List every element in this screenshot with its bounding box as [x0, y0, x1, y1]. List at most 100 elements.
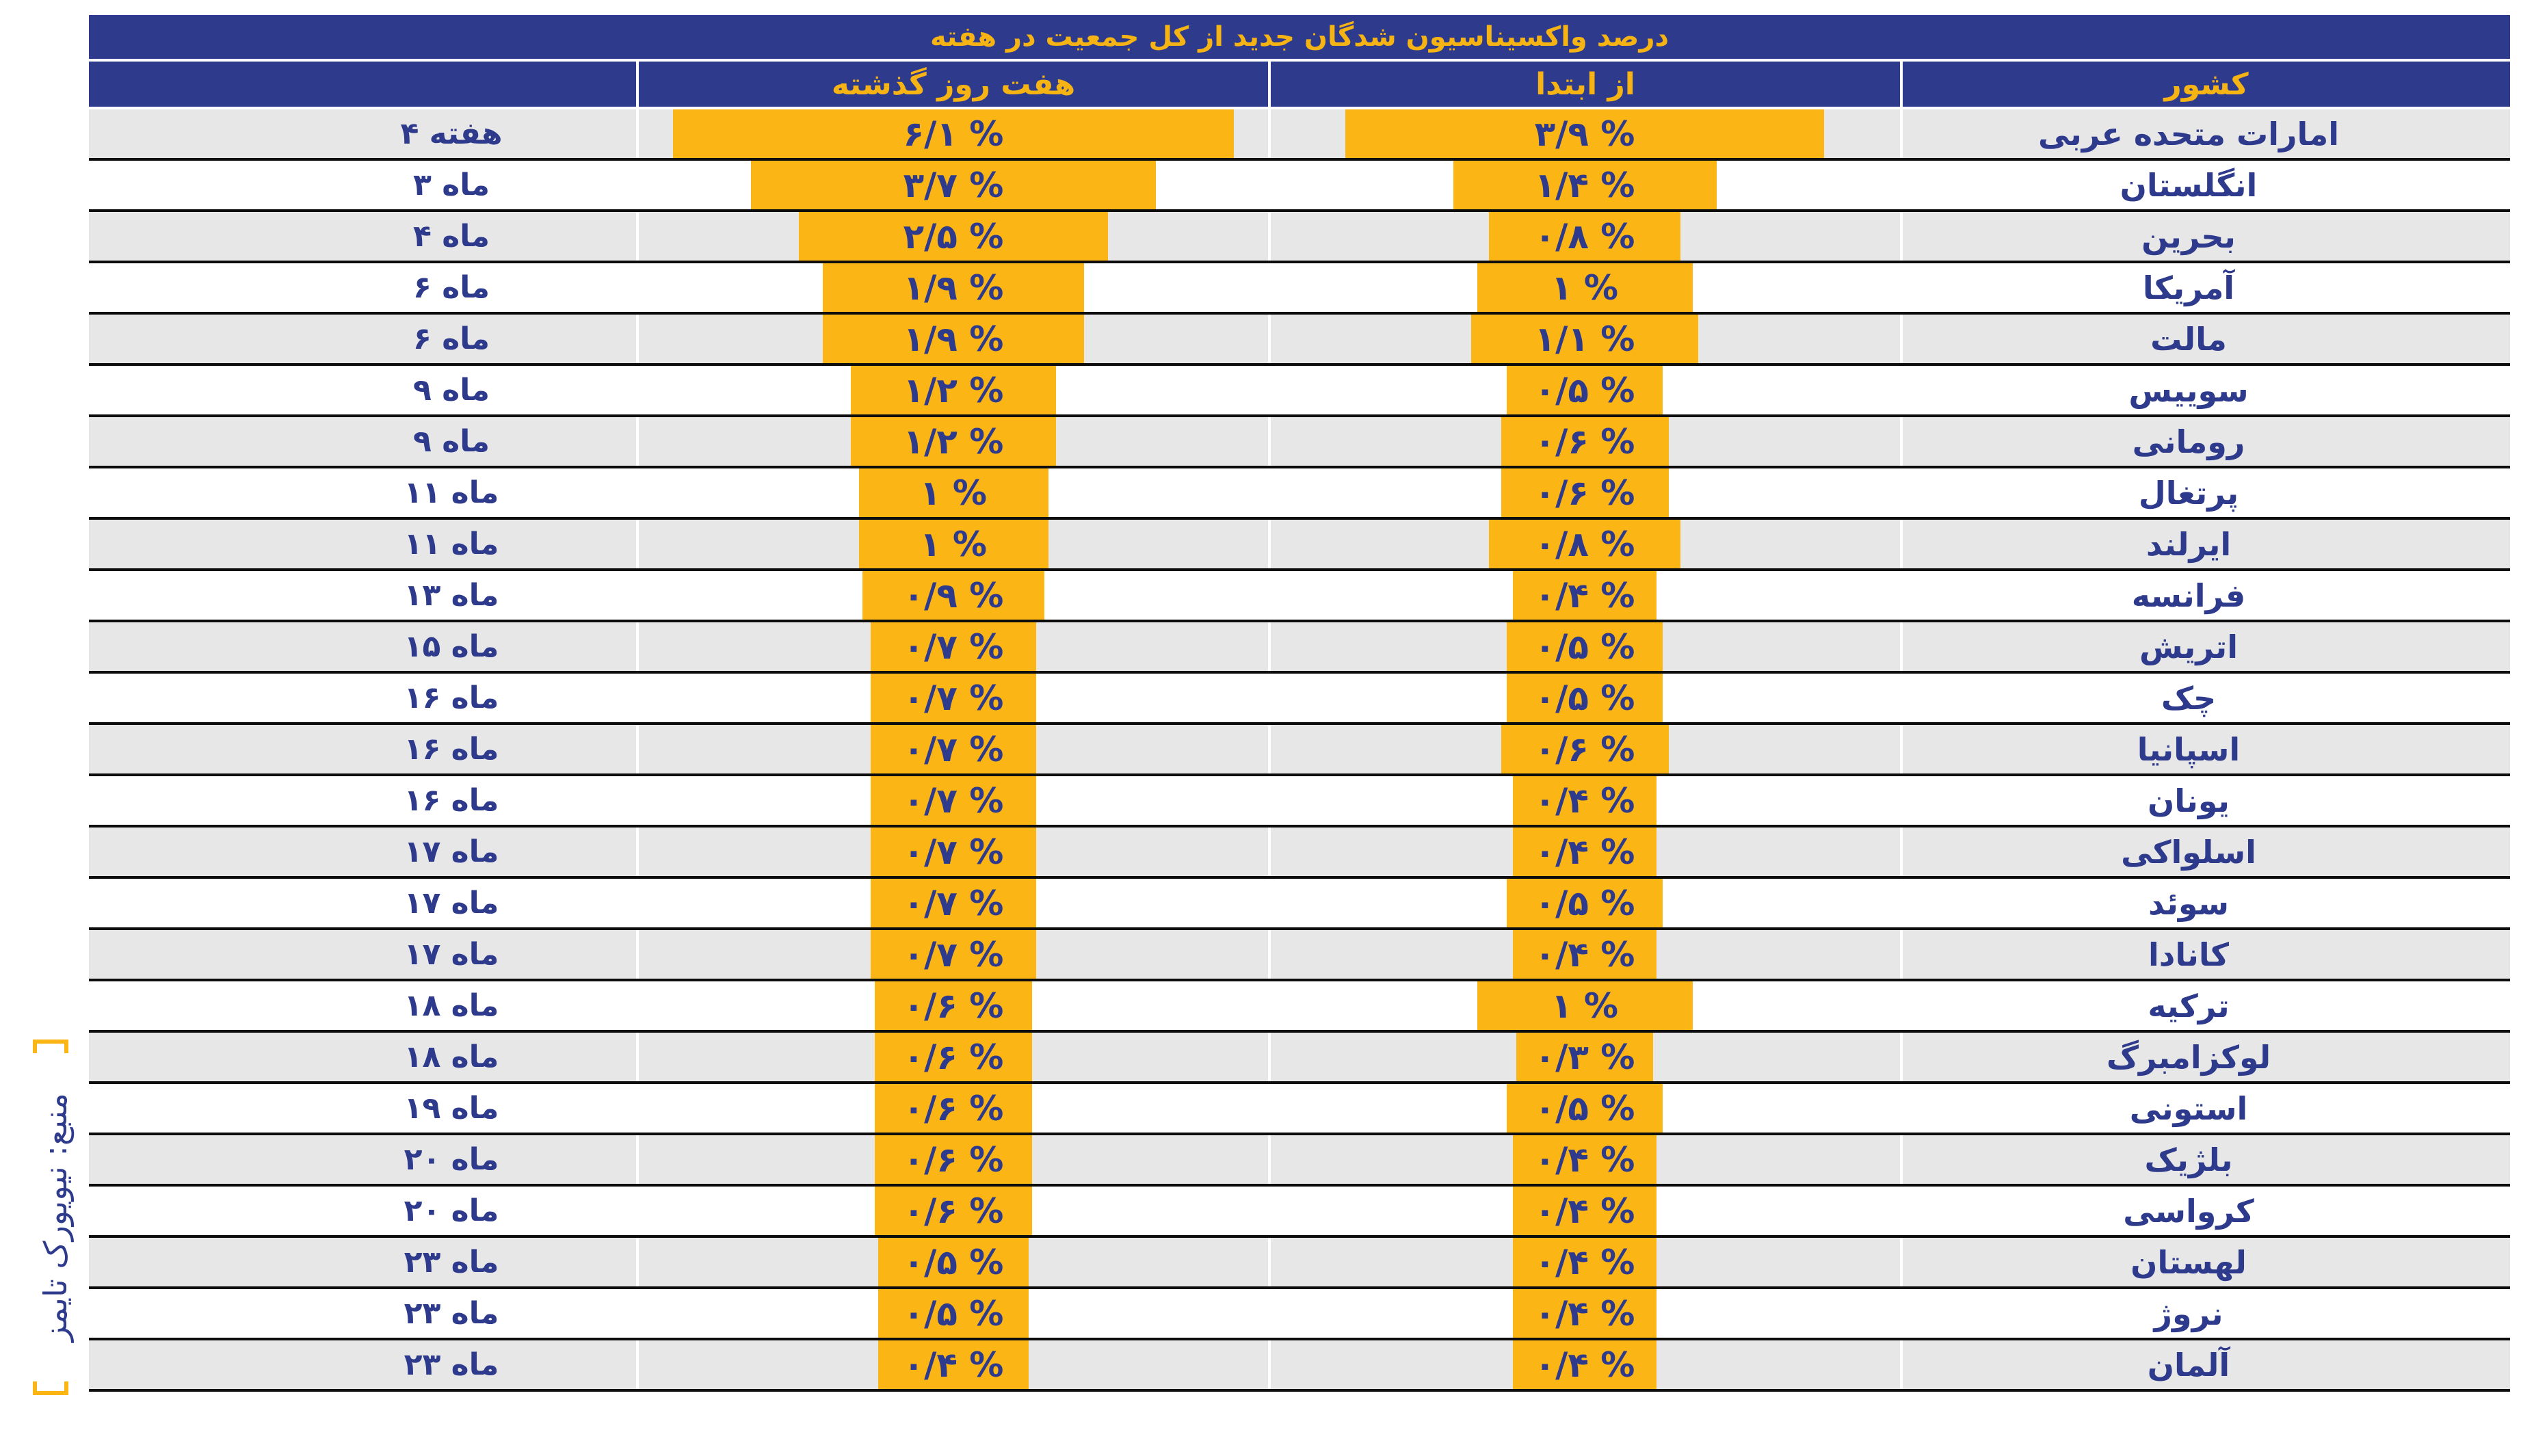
country-name: اسپانیا [2137, 730, 2241, 768]
column-separator [636, 468, 639, 517]
last7-label: ۰/۹ % [903, 575, 1004, 616]
country-name: مالت [2150, 320, 2227, 358]
table-row: ۰/۹ % ۰/۴ % فرانسه ۱۳ ماه [89, 571, 2510, 622]
country-name: سوییس [2128, 371, 2249, 409]
table-row: ۰/۷ % ۰/۴ % کانادا ۱۷ ماه [89, 930, 2510, 981]
column-separator [1900, 1187, 1903, 1235]
since-start-label: ۰/۵ % [1534, 678, 1635, 718]
duration-label: ۱۵ ماه [404, 629, 499, 664]
duration-label: ۶ ماه [413, 321, 490, 356]
duration-label: ۳ ماه [413, 168, 490, 202]
column-separator [1268, 776, 1271, 825]
last7-bar [871, 674, 1036, 722]
table-row: ۰/۵ % ۰/۴ % نروژ ۲۳ ماه [89, 1289, 2510, 1340]
since-start-bar [1513, 1187, 1657, 1235]
last7-bar [871, 879, 1036, 927]
last7-bar [858, 520, 1048, 568]
since-start-label: ۰/۴ % [1534, 575, 1635, 616]
column-separator [1268, 981, 1271, 1030]
table-title: درصد واکسیناسیون شدگان جدید از کل جمعیت … [89, 15, 2510, 59]
column-separator [1268, 1289, 1271, 1338]
since-start-label: ۰/۳ % [1534, 1037, 1635, 1077]
column-separator [1900, 1238, 1903, 1286]
table-row: ۰/۴ % ۰/۴ % آلمان ۲۳ ماه [89, 1340, 2510, 1392]
country-name: ایرلند [2146, 525, 2232, 563]
column-separator [636, 930, 639, 979]
since-start-bar [1501, 417, 1669, 466]
column-separator [1268, 879, 1271, 927]
last7-label: ۰/۷ % [903, 678, 1004, 718]
last7-bar [862, 571, 1044, 620]
last7-label: ۱ % [919, 524, 988, 564]
column-separator [1268, 674, 1271, 722]
country-name: فرانسه [2131, 577, 2246, 614]
duration-label: ۲۰ ماه [404, 1193, 499, 1228]
duration-label: ۱۹ ماه [404, 1091, 499, 1126]
column-separator [1268, 1135, 1271, 1184]
country-name: لوکزامبرگ [2106, 1038, 2271, 1076]
country-name: اتریش [2139, 628, 2238, 665]
last7-bar [871, 725, 1036, 773]
duration-label: ۹ ماه [413, 424, 490, 459]
column-separator [1268, 212, 1271, 261]
column-separator [1900, 776, 1903, 825]
column-separator [636, 1084, 639, 1133]
last7-bar [874, 1033, 1033, 1081]
last7-bar [878, 1238, 1029, 1286]
column-separator [1268, 622, 1271, 671]
column-separator [636, 776, 639, 825]
last7-label: ۰/۶ % [903, 1191, 1004, 1231]
country-name: انگلستان [2120, 166, 2258, 204]
column-separator [1268, 315, 1271, 363]
since-start-bar [1513, 1340, 1657, 1389]
country-name: استونی [2129, 1089, 2248, 1127]
table-row: ۰/۶ % ۰/۵ % استونی ۱۹ ماه [89, 1084, 2510, 1135]
since-start-bar [1513, 930, 1657, 979]
country-name: آمریکا [2142, 269, 2235, 306]
bracket-bottom [33, 1381, 68, 1395]
column-separator [1900, 930, 1903, 979]
last7-bar [871, 828, 1036, 876]
last7-label: ۰/۴ % [903, 1345, 1004, 1385]
column-separator [1900, 828, 1903, 876]
column-separator [1268, 161, 1271, 209]
last7-bar [878, 1289, 1029, 1338]
column-separator [1900, 161, 1903, 209]
last7-label: ۰/۷ % [903, 934, 1004, 975]
last7-bar [850, 366, 1057, 414]
table-row: ۰/۵ % ۰/۴ % لهستان ۲۳ ماه [89, 1238, 2510, 1289]
since-start-bar [1489, 520, 1680, 568]
column-separator [636, 828, 639, 876]
since-start-bar [1507, 622, 1663, 671]
header-duration [89, 62, 636, 107]
column-separator [1268, 571, 1271, 620]
column-separator [1268, 417, 1271, 466]
table-row: ۱ % ۰/۶ % پرتغال ۱۱ ماه [89, 468, 2510, 520]
duration-label: ۱۷ ماه [404, 886, 499, 921]
table-row: ۰/۷ % ۰/۶ % اسپانیا ۱۶ ماه [89, 725, 2510, 776]
duration-label: ۱۷ ماه [404, 937, 499, 972]
since-start-bar [1513, 571, 1657, 620]
column-separator [636, 417, 639, 466]
column-separator [636, 315, 639, 363]
duration-label: ۴ ماه [413, 219, 490, 254]
header-last7: هفت روز گذشته [831, 66, 1076, 102]
country-name: اسلواکی [2121, 833, 2256, 871]
column-separator [636, 674, 639, 722]
country-name: چک [2161, 679, 2217, 717]
since-start-label: ۰/۶ % [1534, 421, 1635, 462]
column-separator [636, 981, 639, 1030]
last7-label: ۰/۵ % [903, 1242, 1004, 1282]
since-start-bar [1453, 161, 1717, 209]
table-row: ۰/۶ % ۰/۴ % کرواسی ۲۰ ماه [89, 1187, 2510, 1238]
column-separator [636, 622, 639, 671]
last7-label: ۰/۶ % [903, 1088, 1004, 1128]
last7-bar [822, 263, 1085, 312]
since-start-label: ۰/۴ % [1534, 1139, 1635, 1180]
table-row: ۰/۷ % ۰/۴ % اسلواکی ۱۷ ماه [89, 828, 2510, 879]
since-start-label: ۰/۵ % [1534, 370, 1635, 410]
since-start-label: ۰/۴ % [1534, 1242, 1635, 1282]
country-name: یونان [2148, 782, 2230, 819]
country-name: امارات متحده عربی [2037, 115, 2339, 153]
